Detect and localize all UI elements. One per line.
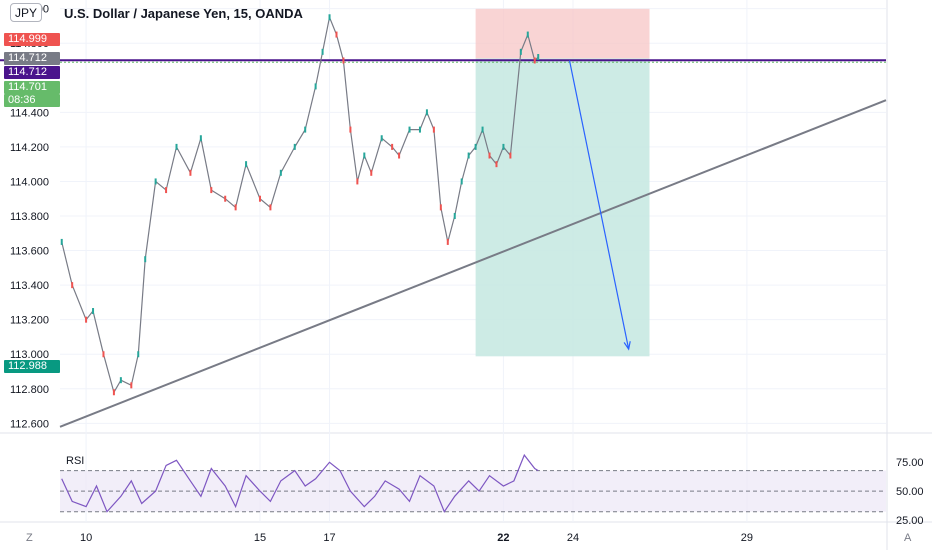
price-tick-label: 114.200 [10,142,49,154]
symbol-badge[interactable]: JPY [10,3,42,22]
price-tag-line: 114.712 [4,66,60,79]
price-tick-label: 112.800 [10,384,49,396]
price-candle [130,382,133,389]
price-candle [481,126,484,133]
price-candle [408,126,411,133]
price-candle [234,204,237,211]
rsi-tick-label: 50.00 [896,486,924,498]
price-tick-label: 113.000 [10,349,49,361]
price-tag-target: 112.988 [4,360,60,373]
price-tag-current: 114.701 [4,81,60,94]
take-profit-zone [475,58,650,357]
price-candle [502,143,505,150]
price-tick-label: 113.600 [10,246,49,258]
time-tick-label: 29 [741,532,753,544]
price-series-line [61,15,539,394]
price-tag-last: 114.712 [4,52,60,65]
price-candle [533,57,536,64]
time-tick-label: 17 [323,532,335,544]
price-candle [92,308,95,315]
price-candle [224,195,227,202]
price-candle [189,169,192,176]
price-candle [210,187,213,194]
price-candle [293,143,296,150]
price-candle [165,187,168,194]
time-tick-label: 15 [254,532,266,544]
price-candle [363,152,366,159]
price-candle [453,213,456,219]
rsi-tick-label: 75.00 [896,457,924,469]
projection-arrow-head [623,341,631,351]
price-candle [328,14,331,21]
price-candle [304,126,307,133]
price-candle [137,351,140,358]
price-candle [537,54,540,61]
rsi-label: RSI [66,455,84,467]
price-candle [349,126,352,133]
projection-arrow [568,60,630,350]
price-candle [258,195,261,202]
time-tick-label: 10 [80,532,92,544]
price-candle [474,143,477,150]
price-candle [370,169,373,176]
price-candle [380,135,383,142]
trendline [59,99,887,428]
price-candle [488,152,491,159]
price-candle [102,351,105,358]
price-candle [199,135,202,142]
time-tick-label: 24 [567,532,579,544]
price-tick-label: 114.400 [10,107,49,119]
price-candle [398,152,401,159]
price-candle [335,31,338,38]
price-candle [446,238,449,245]
price-candle [60,238,63,245]
price-tick-label: 113.800 [10,211,49,223]
price-candle [269,204,272,211]
price-tick-label: 114.000 [10,176,49,188]
price-candle [425,109,428,116]
stop-loss-zone [475,8,650,59]
price-candle [85,316,88,323]
price-tag-stop: 114.999 [4,33,60,46]
price-candle [391,143,394,150]
price-candle [154,178,157,185]
price-candle [144,256,147,263]
price-candle [342,57,345,64]
rsi-line [61,453,539,513]
price-tick-label: 113.200 [10,315,49,327]
price-candle [432,126,435,133]
price-candle [460,178,463,185]
price-candle [112,389,115,396]
time-tick-label: 22 [497,532,509,544]
zoom-reset-label[interactable]: Z [26,532,33,544]
price-candle [418,126,421,133]
price-candle [467,152,470,159]
price-candle [495,161,498,168]
price-tick-label: 112.600 [10,418,49,430]
chart-title: U.S. Dollar / Japanese Yen, 15, OANDA [64,6,303,21]
price-candle [314,83,317,90]
price-candle [321,48,324,55]
rsi-tick-label: 25.00 [896,515,924,527]
price-candle [439,204,442,211]
price-tick-label: 113.400 [10,280,49,292]
price-candle [71,282,74,289]
price-candle [526,31,529,38]
auto-scale-label[interactable]: A [904,532,912,544]
price-candle [119,377,122,384]
price-candle [175,143,178,150]
price-candle [279,169,282,176]
price-candle [509,152,512,159]
price-tag-countdown: 08:36 [4,94,60,107]
price-candle [245,161,248,168]
price-candle [519,48,522,55]
price-candle [356,178,359,185]
